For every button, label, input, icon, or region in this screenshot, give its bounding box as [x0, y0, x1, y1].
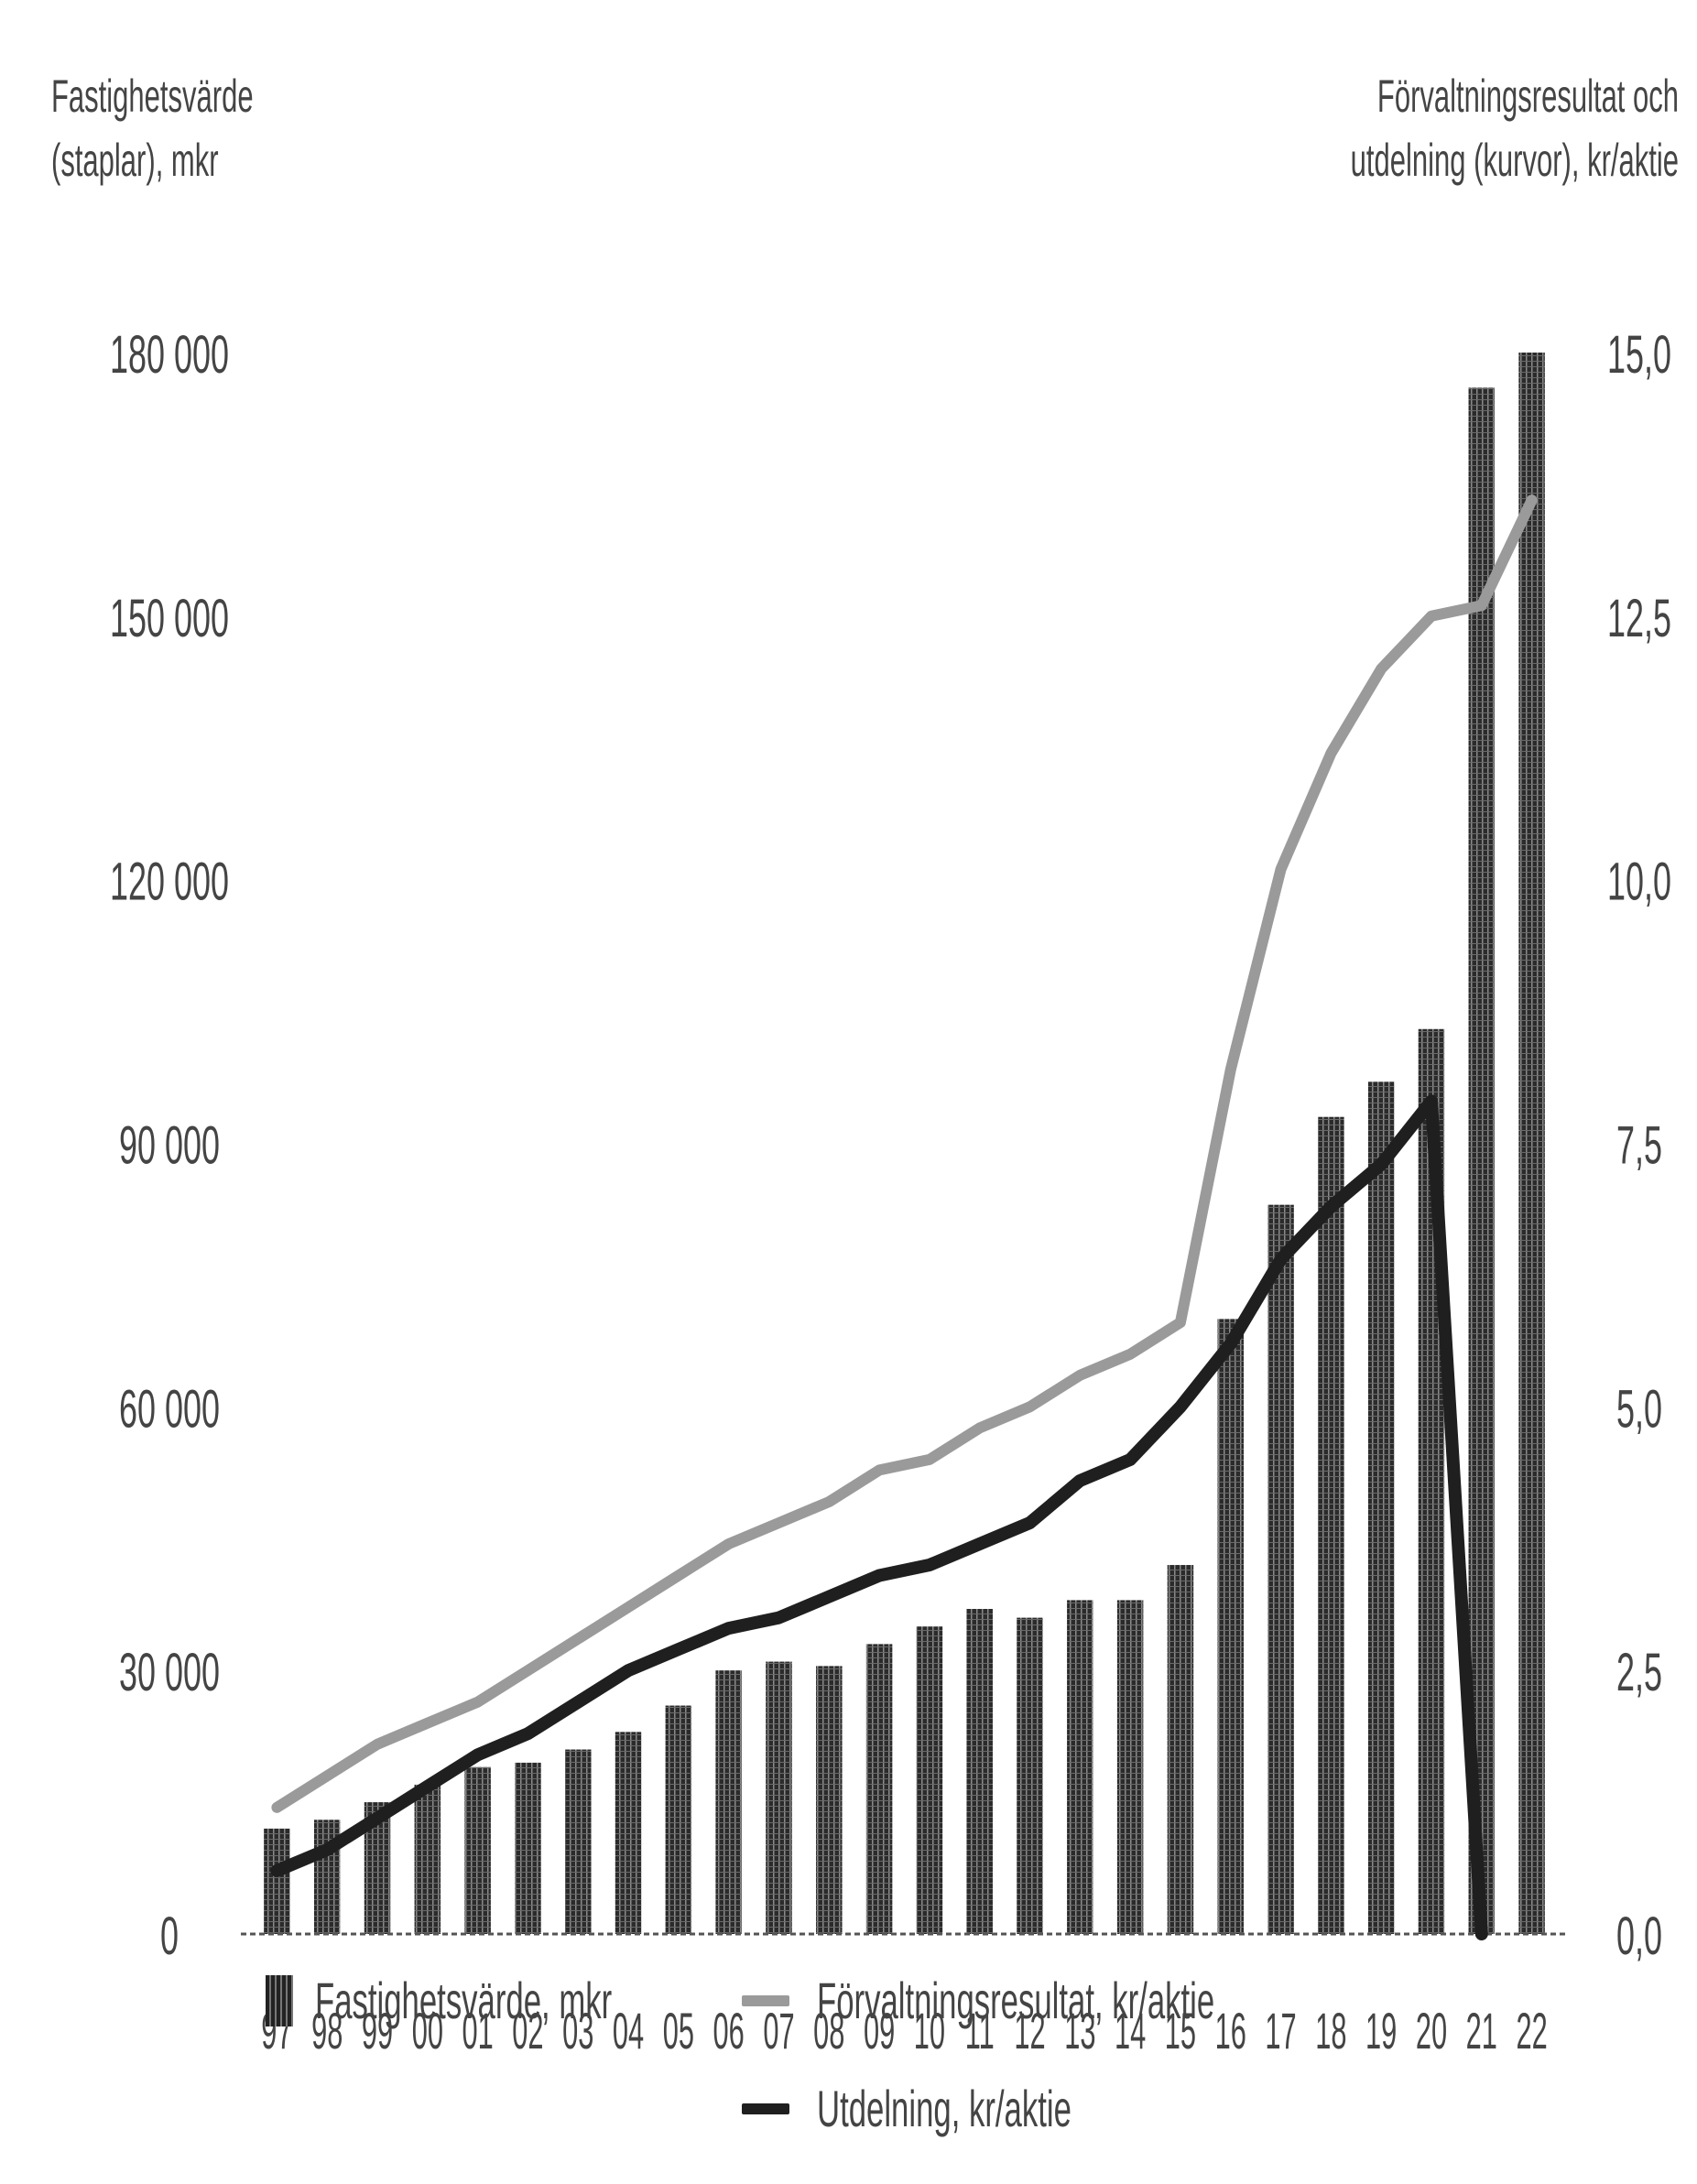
- legend-bar-swatch: [266, 1974, 293, 2026]
- series-line-utdelning: [270, 1094, 1488, 1940]
- right-tick-label: 2,5: [1616, 1643, 1662, 1702]
- bar: [1067, 1600, 1093, 1934]
- right-tick-label: 5,0: [1616, 1380, 1662, 1440]
- bar: [1017, 1617, 1043, 1934]
- bar: [1518, 353, 1545, 1934]
- x-tick-label: 00: [412, 2002, 443, 2059]
- bar: [865, 1644, 893, 1934]
- x-tick-label: 19: [1365, 2002, 1397, 2059]
- x-tick-label: 99: [362, 2002, 393, 2059]
- x-tick-label: 11: [965, 2002, 995, 2059]
- right-tick-label: 12,5: [1607, 589, 1671, 648]
- bar: [816, 1666, 843, 1934]
- x-tick-label: 17: [1265, 2002, 1296, 2059]
- legend-line1-swatch: [742, 1994, 789, 2006]
- x-tick-label: 09: [864, 2002, 895, 2059]
- right-axis-title: Förvaltningsresultat och utdelning (kurv…: [1351, 64, 1679, 192]
- right-tick-label: 7,5: [1616, 1116, 1662, 1176]
- x-tick-label: 16: [1215, 2002, 1246, 2059]
- bar: [464, 1766, 491, 1934]
- bar: [565, 1749, 592, 1934]
- bar: [1116, 1600, 1144, 1934]
- bar: [665, 1705, 692, 1934]
- bar: [264, 1828, 290, 1934]
- bar: [1367, 1081, 1395, 1934]
- bar: [615, 1732, 642, 1934]
- x-tick-label: 02: [512, 2002, 543, 2059]
- left-tick-label: 180 000: [110, 325, 229, 385]
- left-axis-title-line2: (staplar), mkr: [51, 135, 219, 186]
- bar: [1167, 1565, 1194, 1934]
- right-tick-label: 10,0: [1607, 853, 1671, 912]
- legend-line2-label: Utdelning, kr/aktie: [817, 2080, 1072, 2137]
- x-tick-label: 10: [914, 2002, 945, 2059]
- legend-item-line2: Utdelning, kr/aktie: [742, 2079, 1227, 2138]
- x-tick-label: 20: [1416, 2002, 1447, 2059]
- x-tick-label: 98: [311, 2002, 343, 2059]
- right-axis-title-line1: Förvaltningsresultat och: [1376, 71, 1679, 122]
- left-tick-label: 150 000: [110, 589, 229, 648]
- left-axis-title: Fastighetsvärde (staplar), mkr: [51, 64, 254, 192]
- x-tick-label: 13: [1064, 2002, 1095, 2059]
- x-tick-label: 03: [562, 2002, 593, 2059]
- bar: [1318, 1116, 1344, 1934]
- bar: [966, 1609, 993, 1934]
- x-tick-label: 07: [763, 2002, 794, 2059]
- legend-item-bars: Fastighetsvärde, mkr: [266, 1971, 794, 2030]
- x-tick-label: 08: [813, 2002, 844, 2059]
- x-tick-label: 18: [1315, 2002, 1346, 2059]
- bar: [515, 1762, 541, 1934]
- x-tick-label: 04: [613, 2002, 644, 2059]
- right-axis-title-line2: utdelning (kurvor), kr/aktie: [1350, 135, 1679, 186]
- legend-bars-label: Fastighetsvärde, mkr: [315, 1972, 613, 2029]
- bar: [916, 1626, 943, 1934]
- x-tick-label: 06: [713, 2002, 745, 2059]
- bar: [1217, 1319, 1244, 1934]
- left-tick-label: 60 000: [119, 1380, 220, 1440]
- left-tick-label: 30 000: [119, 1643, 220, 1702]
- right-tick-label: 0,0: [1616, 1907, 1662, 1966]
- bar: [766, 1661, 792, 1934]
- bar: [1267, 1204, 1294, 1934]
- x-tick-label: 22: [1516, 2002, 1547, 2059]
- bar: [1468, 387, 1496, 1934]
- legend-line1-label: Förvaltningsresultat, kr/aktie: [817, 1972, 1215, 2029]
- right-tick-label: 15,0: [1607, 325, 1671, 385]
- bar: [715, 1670, 742, 1934]
- x-tick-label: 12: [1014, 2002, 1045, 2059]
- left-tick-label: 120 000: [110, 853, 229, 912]
- x-tick-label: 21: [1466, 2002, 1497, 2059]
- left-tick-label: 90 000: [119, 1116, 220, 1176]
- x-tick-label: 01: [462, 2002, 494, 2059]
- x-tick-label: 15: [1165, 2002, 1196, 2059]
- legend-line2-swatch: [742, 2103, 789, 2114]
- legend-item-line1: Förvaltningsresultat, kr/aktie: [742, 1971, 1458, 2030]
- left-tick-label: 0: [160, 1907, 179, 1966]
- series-line-forvaltningsresultat: [271, 494, 1538, 1813]
- x-tick-label: 05: [663, 2002, 694, 2059]
- bar: [414, 1784, 441, 1934]
- left-axis-title-line1: Fastighetsvärde: [51, 71, 254, 122]
- x-tick-label: 14: [1115, 2002, 1146, 2059]
